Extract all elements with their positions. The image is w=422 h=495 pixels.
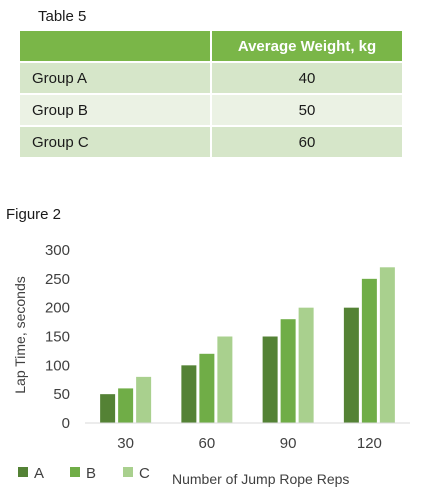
y-axis-ticks: 0 50 100 150 200 250 300 [45,242,70,432]
table-header-row: Average Weight, kg [20,31,402,62]
bar-a-30 [100,394,116,423]
y-tick-label: 300 [45,242,70,259]
legend-swatch-c [123,467,133,477]
bar-b-120 [361,278,377,423]
x-tick-label: 120 [357,435,382,452]
bar-c-120 [379,267,395,423]
bar-c-60 [217,336,233,423]
bar-a-60 [181,365,197,423]
y-axis-label: Lap Time, seconds [12,276,28,394]
bar-b-90 [280,319,296,423]
x-tick-label: 60 [199,435,216,452]
weight-table: Average Weight, kg Group A 40 Group B 50… [20,31,402,157]
legend-swatch-a [18,467,28,477]
table-cell-group: Group A [20,61,212,94]
x-tick-label: 30 [117,435,134,452]
table-cell-weight: 50 [211,93,402,126]
bars [100,267,395,423]
legend-label-b: B [86,465,96,482]
y-tick-label: 150 [45,329,70,346]
table-header-blank [20,31,212,62]
table-cell-group: Group C [20,125,212,157]
table-cell-weight: 60 [211,125,402,157]
bar-b-30 [118,388,134,423]
table-row: Group C 60 [20,125,402,157]
table-header-weight: Average Weight, kg [211,31,402,62]
bar-a-90 [262,336,278,423]
bar-c-90 [298,307,314,423]
bar-a-120 [343,307,359,423]
table-row: Group B 50 [20,93,402,126]
y-tick-label: 0 [62,415,70,432]
table-row: Group A 40 [20,61,402,94]
table-cell-weight: 40 [211,61,402,94]
figure-caption: Figure 2 [6,206,62,223]
bar-b-60 [199,353,215,423]
table-caption: Table 5 [38,8,87,25]
legend-label-c: C [139,465,150,482]
legend: A B C [18,465,150,482]
legend-swatch-b [70,467,80,477]
bar-c-30 [136,376,152,423]
bar-chart: 0 50 100 150 200 250 300 30 60 90 120 Lap Time, s… [12,242,410,487]
x-axis-ticks: 30 60 90 120 [117,435,382,452]
x-axis-label: Number of Jump Rope Reps [172,471,349,487]
y-tick-label: 200 [45,300,70,317]
legend-label-a: A [34,465,44,482]
y-tick-label: 250 [45,271,70,288]
y-tick-label: 50 [53,386,70,403]
x-tick-label: 90 [280,435,297,452]
table-cell-group: Group B [20,93,212,126]
y-tick-label: 100 [45,357,70,374]
